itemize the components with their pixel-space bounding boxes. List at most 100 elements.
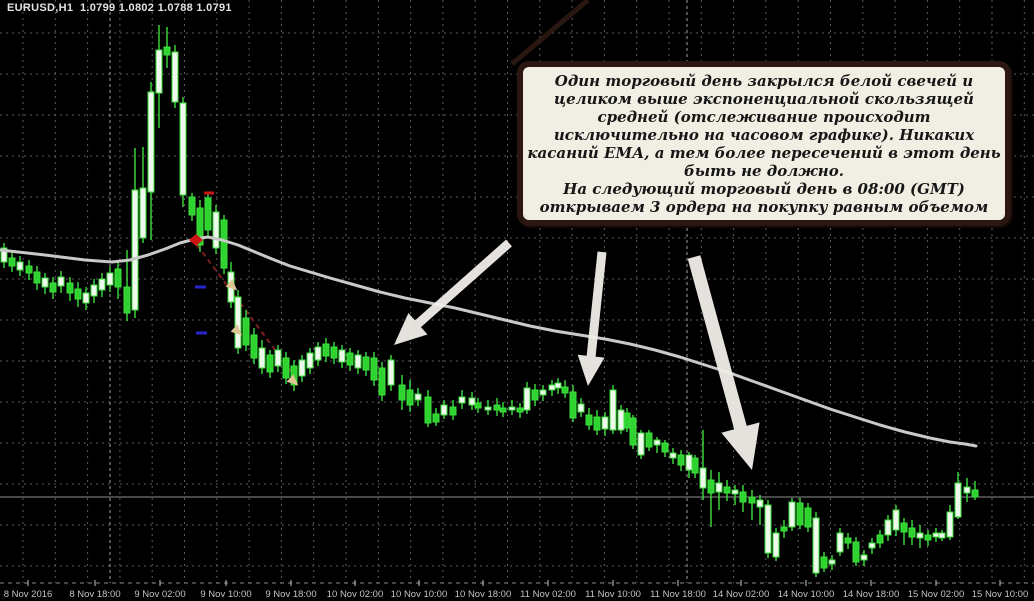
candle-body [106, 272, 114, 286]
candle-body [493, 404, 501, 411]
candle-body [258, 347, 266, 369]
candle [828, 555, 836, 570]
blue-level-dash [196, 331, 207, 335]
candle-body [212, 211, 220, 249]
candle [406, 380, 414, 412]
candle [699, 430, 707, 500]
candle-body [669, 452, 677, 459]
candle [468, 392, 476, 410]
sell-signal-diamond-icon [189, 234, 203, 246]
candle-body [123, 286, 131, 314]
candle-body [179, 102, 187, 196]
candle-body [892, 509, 900, 531]
candle [163, 27, 171, 68]
candle [623, 408, 631, 432]
candle [892, 505, 900, 536]
pointer-arrow-icon [687, 255, 760, 470]
candle-body [49, 282, 57, 293]
annotation-text-line: целиком выше экспоненциальной скользящей [554, 89, 974, 108]
candle [844, 533, 852, 549]
candle-body [548, 384, 556, 391]
candle [387, 355, 395, 391]
time-axis-label: 10 Nov 18:00 [455, 589, 512, 600]
candle [609, 385, 617, 434]
candle [731, 485, 739, 505]
candle [458, 390, 466, 409]
candle-body [82, 292, 90, 304]
candle [924, 530, 932, 546]
time-axis-label: 15 Nov 02:00 [908, 589, 965, 600]
candle-body [98, 278, 106, 291]
candle-body [645, 432, 653, 448]
candle [234, 290, 242, 354]
candle-body [196, 207, 204, 246]
candle-body [266, 354, 274, 373]
candle [932, 528, 940, 542]
candle [322, 338, 330, 362]
candle [82, 287, 90, 310]
candle [49, 277, 57, 299]
candle [314, 342, 322, 366]
candle-body [637, 432, 645, 456]
candle-body [424, 396, 432, 424]
candle-body [0, 247, 8, 263]
candle [617, 405, 625, 434]
pointer-arrow-shaft [687, 255, 748, 432]
candle-body [661, 442, 669, 453]
candle-body [723, 486, 731, 494]
candle [723, 480, 731, 501]
candle-body [171, 51, 179, 103]
candle-body [539, 389, 547, 396]
ema-line [0, 235, 978, 448]
blue-level-dash [195, 285, 206, 289]
candle [585, 408, 593, 430]
annotation-note-box: Один торговый день закрылся белой свечей… [517, 61, 1011, 226]
candle [669, 448, 677, 464]
candle [57, 271, 65, 293]
pointer-arrows-layer [394, 239, 760, 470]
candle [242, 310, 250, 351]
candle-body [298, 359, 306, 377]
candle-body [57, 276, 65, 287]
candle [900, 518, 908, 545]
candle [440, 400, 448, 419]
candle-body [290, 365, 298, 386]
candle [593, 410, 601, 435]
candle-body [788, 501, 796, 528]
candle-body [131, 189, 139, 311]
candle [508, 400, 516, 415]
candle-body [924, 534, 932, 541]
candle-body [33, 271, 41, 284]
trade-arrow-icon [225, 279, 238, 291]
candle [796, 498, 804, 529]
candle-body [677, 454, 685, 466]
candle [220, 215, 228, 274]
candle [414, 388, 422, 406]
candle [306, 348, 314, 374]
candle [629, 415, 637, 449]
candle [258, 340, 266, 374]
candle-body [8, 257, 16, 267]
pointer-arrow-icon [394, 239, 512, 345]
candle [33, 266, 41, 290]
candle-body [234, 296, 242, 349]
candle [577, 398, 585, 417]
time-axis-label: 9 Nov 02:00 [134, 589, 185, 600]
candle-body [699, 467, 707, 489]
candle [938, 530, 946, 541]
candle [677, 450, 685, 471]
candle [147, 82, 155, 240]
candle [106, 267, 114, 292]
candle [499, 402, 507, 417]
candle-body [499, 407, 507, 413]
candle-body [623, 412, 631, 429]
candle-body [338, 349, 346, 363]
candle [756, 495, 764, 525]
candle [954, 472, 962, 519]
candle-body [860, 554, 868, 561]
candle-body [474, 402, 482, 409]
candle-body [691, 457, 699, 474]
candle [188, 193, 196, 221]
candle-body [242, 317, 250, 346]
time-axis: 8 Nov 2016 8 Nov 18:00 9 Nov 02:00 9 Nov 10… [0, 580, 1034, 600]
